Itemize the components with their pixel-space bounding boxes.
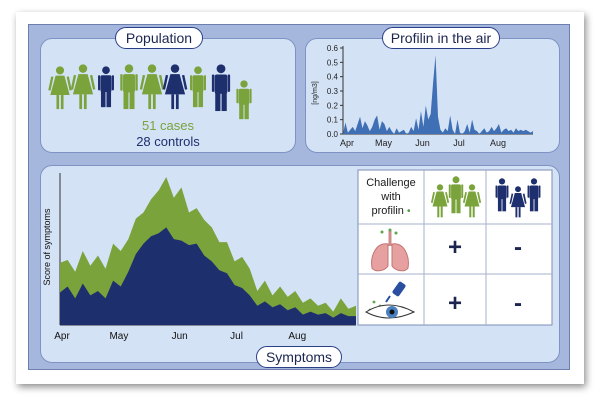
air-ytick-label: 0.1 [327,116,339,125]
air-title: Profilin in the air [382,27,500,49]
person-icon-3 [120,64,138,110]
symptoms-chart: Score of symptoms Apr May Jun Jul Aug [42,173,356,342]
person-icon-4 [139,64,165,110]
lungs-icon [371,228,409,272]
cases-count: 51 cases [141,118,195,133]
air-xtick-label: Aug [490,138,506,148]
lungs-cases-result: + [447,234,462,261]
eye-cases-result: + [447,290,462,317]
person-icon-5 [162,64,188,110]
eye-controls-result: - [514,290,522,317]
symptoms-title: Symptoms [256,346,342,368]
air-ytick-label: 0.6 [327,44,339,53]
air-xtick-label: Jul [453,138,465,148]
air-xtick-label: Jun [415,138,430,148]
person-icon-0 [48,66,72,110]
air-ytick-label: 0.0 [327,130,339,139]
challenge-header-line3: profilin • [371,205,411,217]
challenge-header-line2: with [381,191,401,203]
controls-count: 28 controls [136,134,200,149]
population-people [48,64,252,120]
air-chart: 0.0 0.1 0.2 0.3 0.4 0.5 0.6 [ng/m3] Apr May Jun Jul… [312,44,533,148]
symptoms-xtick-label: Jul [230,331,243,342]
population-title: Population [115,27,203,49]
air-xtick-label: Apr [340,138,354,148]
symptoms-xtick-label: Apr [54,331,70,342]
symptoms-xtick-label: Jun [172,331,188,342]
challenge-header-line1: Challenge [366,177,416,189]
person-icon-7 [211,64,231,112]
person-icon-8 [236,80,252,120]
symptoms-xtick-label: May [109,331,128,342]
air-ytick-label: 0.5 [327,58,339,67]
lungs-controls-result: - [514,234,522,261]
person-icon-1 [70,64,96,110]
table-controls-icon [495,178,541,218]
table-cases-icon [430,176,482,218]
person-icon-2 [98,66,114,108]
air-ytick-label: 0.4 [327,73,339,82]
symptoms-y-axis-label: Score of symptoms [42,208,52,286]
challenge-header: Challenge with profilin • [360,176,422,219]
air-xtick-label: May [375,138,393,148]
air-ytick-label: 0.3 [327,87,339,96]
symptoms-control-area [60,227,356,325]
air-y-axis-label: [ng/m3] [312,81,319,104]
air-ytick-label: 0.2 [327,101,339,110]
symptoms-xtick-label: Aug [288,331,306,342]
air-series-area [343,55,533,134]
person-icon-6 [190,66,206,108]
eye-drop-icon [365,281,416,319]
population-panel [40,38,296,153]
